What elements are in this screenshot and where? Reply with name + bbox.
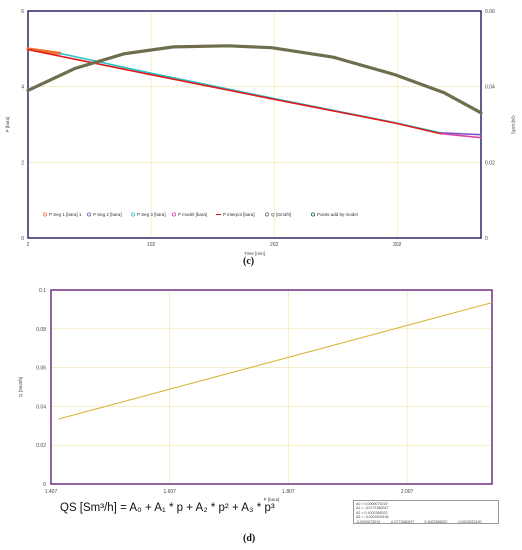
- coefficient-value: -0.0203933190: [457, 519, 482, 524]
- coefficient-values-row: -0.0000073019 -0.0771560027 0.1002385022…: [356, 520, 496, 524]
- x-tick-label: 1.607: [163, 489, 176, 495]
- panel-label-d: (d): [243, 533, 256, 544]
- y-tick-label: 4: [21, 85, 24, 91]
- y-tick-label: 0: [21, 236, 24, 242]
- legend-swatch: [264, 212, 269, 217]
- y-tick-label: 2: [21, 160, 24, 166]
- series-line: [439, 132, 482, 136]
- x-axis-label: Time [min]: [244, 251, 265, 256]
- y-axis-label: Q [Sm3/h]: [18, 377, 23, 397]
- y-tick-label: 0.02: [36, 443, 46, 449]
- legend-label: P Seg 1 [bara] 1: [49, 212, 82, 217]
- coefficient-value: 0.1002385022: [424, 519, 448, 524]
- coefficient-a0: A0 = 0.0000073019: [356, 502, 388, 506]
- legend-swatch: [43, 212, 48, 217]
- y-tick-label: 0.06: [36, 366, 46, 372]
- x-tick-label: 102: [147, 242, 156, 248]
- x-tick-label: 302: [393, 242, 402, 248]
- coefficient-value: -0.0000073019: [356, 519, 381, 524]
- series-line: [58, 302, 493, 420]
- series-line: [26, 44, 483, 115]
- y2-tick-label: 0.06: [485, 9, 495, 15]
- legend-label: P model [bara]: [178, 212, 207, 217]
- y-tick-label: 0: [43, 482, 46, 488]
- y2-axis-label: Qs[m3/h]: [511, 115, 516, 133]
- x-axis-label: P [bara]: [264, 497, 280, 502]
- x-tick-label: 1.407: [45, 489, 58, 495]
- legend-label: P Seg 3 [bara]: [137, 212, 166, 217]
- panel-label-c: (c): [243, 256, 255, 267]
- y2-tick-label: 0: [485, 236, 488, 242]
- y2-tick-label: 0.02: [485, 160, 495, 166]
- series-line: [27, 48, 442, 135]
- y2-tick-label: 0.04: [485, 85, 495, 91]
- y-tick-label: 0.1: [39, 288, 46, 294]
- coefficient-a2: A2 = 0.1002385022: [356, 510, 388, 515]
- legend-swatch: [87, 212, 92, 217]
- legend-swatch: [171, 212, 176, 217]
- chart-c-frame: [27, 10, 482, 239]
- series-line: [439, 132, 482, 139]
- series-line: [26, 47, 62, 55]
- y-tick-label: 0.04: [36, 404, 46, 410]
- legend-swatch: [130, 212, 135, 217]
- x-tick-label: 1.807: [282, 489, 295, 495]
- y-axis-label: P [bara]: [5, 117, 10, 133]
- y-tick-label: 6: [21, 9, 24, 15]
- coefficient-a3: A3 = -0.0203933190: [356, 515, 389, 520]
- chart-d-frame: [50, 289, 493, 485]
- legend-label: Q [Sm3/h]: [271, 212, 291, 217]
- x-tick-label: 2: [27, 242, 30, 248]
- y-tick-label: 0.08: [36, 327, 46, 333]
- legend-label: P Seg 2 [bara]: [93, 212, 122, 217]
- coefficient-a1: A1 = -0.0771560027: [356, 506, 389, 511]
- legend-label: Points add by model: [317, 212, 358, 217]
- regression-equation: QS [Sm³/h] = A₀ + A₁ * p + A₂ * p² + A₃ …: [60, 502, 275, 514]
- coefficients-box: A0 = 0.0000073019 A1 = -0.0771560027 A2 …: [353, 500, 499, 524]
- legend-swatch: [310, 212, 315, 217]
- x-tick-label: 2.007: [401, 489, 414, 495]
- x-tick-label: 202: [270, 242, 279, 248]
- legend-label: P interpol [bara]: [223, 212, 255, 217]
- coefficient-value: -0.0771560027: [390, 519, 415, 524]
